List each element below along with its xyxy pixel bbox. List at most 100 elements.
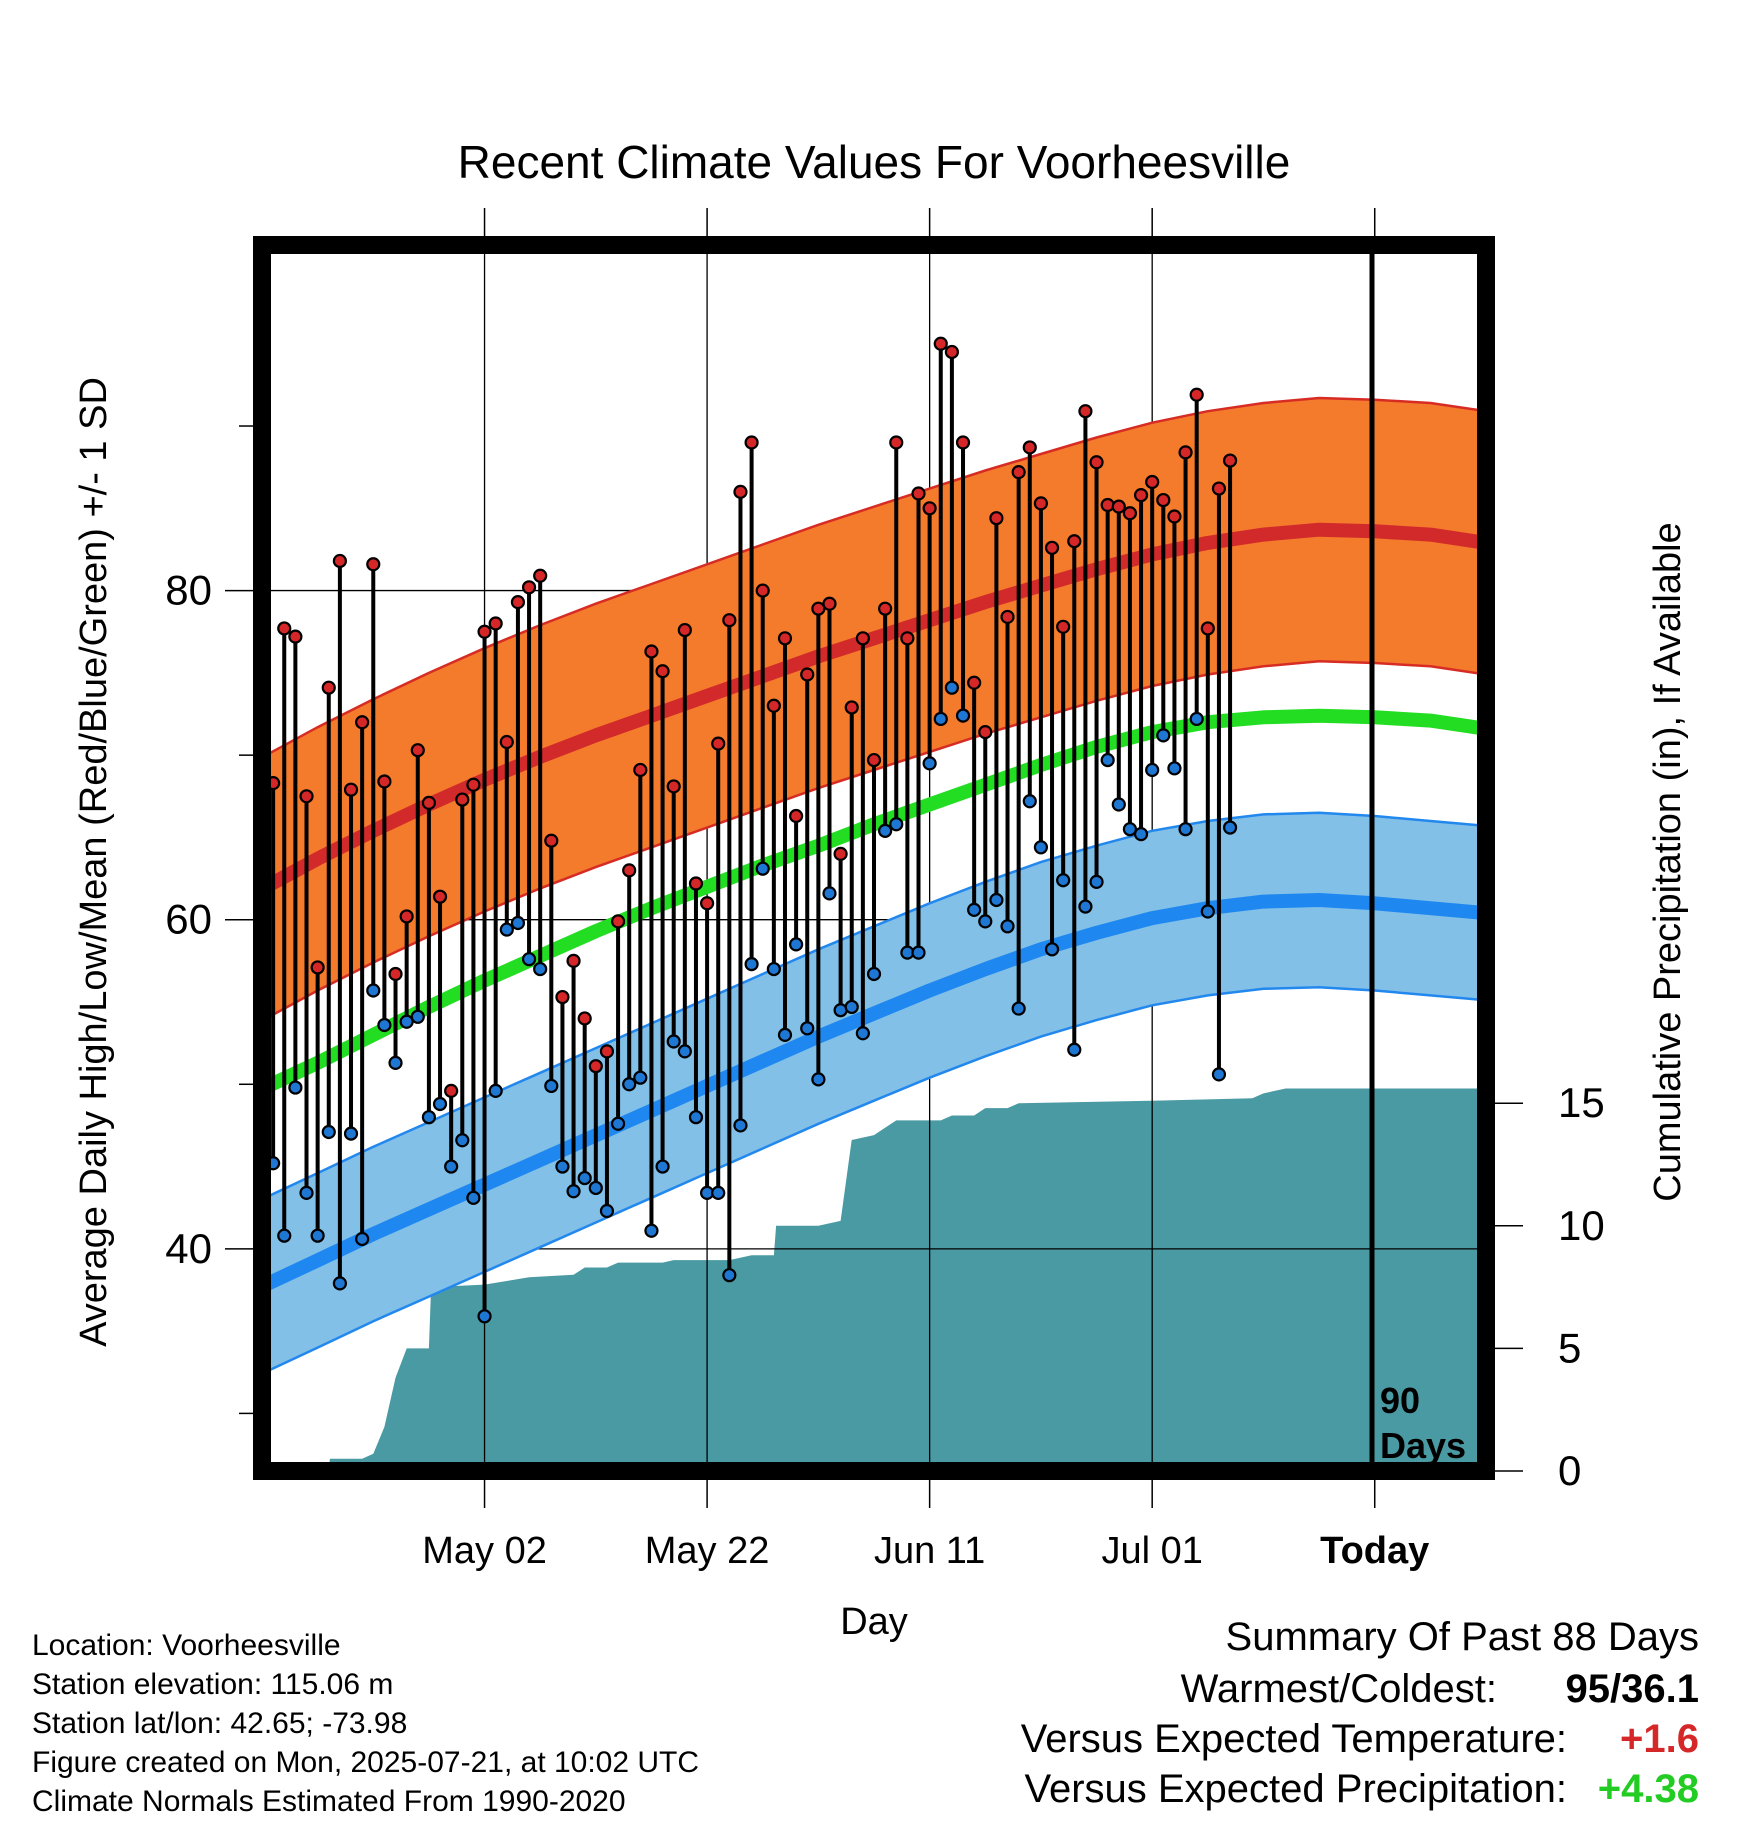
daily-high-point (588, 1059, 603, 1074)
daily-high-point (1145, 474, 1160, 490)
daily-high-point (699, 896, 715, 911)
daily-high-point (499, 734, 514, 750)
daily-low-point (510, 915, 526, 931)
plot-frame (253, 236, 1495, 1480)
daily-low-point (766, 961, 781, 977)
daily-low-point (1178, 822, 1193, 837)
daily-high-point (777, 631, 793, 646)
daily-high-point (822, 596, 837, 611)
summary-precip-label: Versus Expected Precipitation: (1024, 1767, 1567, 1811)
daily-high-point (521, 580, 537, 595)
daily-high-point (833, 846, 848, 861)
daily-high-point (1111, 499, 1126, 514)
daily-high-point (666, 779, 681, 794)
daily-high-point (1011, 464, 1026, 480)
daily-low-point (566, 1184, 581, 1199)
daily-high-point (1189, 387, 1204, 402)
daily-low-point (299, 1185, 314, 1200)
daily-high-point (577, 1011, 592, 1026)
plot-area: 90 Days (262, 245, 1486, 1471)
daily-low-point (622, 1077, 637, 1092)
x-tick-label: May 22 (645, 1530, 770, 1572)
daily-high-point (599, 1044, 615, 1059)
summary-temp-label: Versus Expected Temperature: (1021, 1717, 1567, 1761)
summary-heading: Summary Of Past 88 Days (1226, 1615, 1699, 1659)
daily-high-point (1200, 621, 1215, 636)
daily-low-point (1189, 711, 1204, 727)
daily-low-point (711, 1185, 726, 1200)
daily-low-point (811, 1072, 826, 1087)
daily-high-point (1178, 445, 1193, 460)
daily-low-point (755, 861, 770, 876)
daily-low-point (789, 937, 804, 952)
daily-low-point (1133, 827, 1149, 842)
daily-high-point (421, 795, 437, 810)
daily-low-point (1044, 942, 1060, 957)
daily-low-point (666, 1034, 681, 1049)
y2-tick-label: 0 (1558, 1447, 1581, 1494)
daily-low-point (1078, 899, 1093, 914)
daily-low-point (343, 1126, 359, 1141)
daily-low-point (310, 1228, 325, 1243)
daily-low-point (1033, 840, 1049, 855)
daily-low-point (488, 1083, 503, 1098)
footer-elevation: Station elevation: 115.06 m (32, 1668, 393, 1701)
daily-high-point (399, 909, 414, 924)
y2-tick-label: 15 (1558, 1079, 1605, 1126)
precipitation-area (262, 1088, 1486, 1471)
daily-high-point (866, 752, 882, 768)
daily-high-point (355, 715, 370, 730)
daily-low-point (355, 1231, 370, 1247)
footer-normals: Climate Normals Estimated From 1990-2020 (32, 1785, 626, 1818)
daily-high-point (310, 960, 325, 975)
daily-high-point (410, 743, 425, 758)
daily-low-point (399, 1014, 414, 1029)
daily-low-point (321, 1124, 336, 1140)
high-upper-edge (262, 396, 1486, 759)
daily-high-point (677, 622, 692, 638)
daily-high-point (533, 568, 548, 583)
today-marker-label-2: Days (1380, 1425, 1466, 1466)
daily-low-point (1167, 761, 1182, 776)
x-tick-label: Jul 01 (1101, 1530, 1202, 1572)
daily-high-point (1056, 619, 1071, 634)
daily-low-point (277, 1228, 292, 1243)
daily-high-point (844, 700, 859, 715)
daily-low-point (989, 892, 1004, 908)
daily-low-point (1222, 820, 1238, 835)
daily-high-point (989, 511, 1004, 526)
daily-high-point (889, 435, 904, 450)
daily-high-point (455, 792, 470, 807)
daily-low-point (978, 914, 993, 929)
summary-temp-value: +1.6 (1620, 1717, 1699, 1761)
daily-high-point (544, 833, 559, 848)
summary-warm-value: 95/36.1 (1566, 1667, 1699, 1711)
daily-low-point (844, 999, 859, 1015)
daily-high-point (933, 336, 948, 351)
daily-high-point (466, 777, 481, 792)
x-tick-label: Today (1320, 1530, 1429, 1572)
daily-low-point (733, 1118, 748, 1133)
daily-low-point (655, 1159, 670, 1174)
daily-low-point (410, 1009, 425, 1024)
high-normal-line (262, 522, 1486, 897)
daily-high-point (488, 616, 503, 631)
daily-low-point (599, 1203, 615, 1219)
daily-high-point (1033, 496, 1049, 511)
y2-tick-label: 10 (1558, 1202, 1605, 1249)
daily-low-point (1111, 797, 1126, 812)
daily-low-point (1145, 762, 1160, 778)
daily-low-point (1011, 1001, 1026, 1016)
daily-high-point (1000, 609, 1015, 625)
station-info: Location: Voorheesville Station elevatio… (32, 1629, 699, 1818)
footer-location: Location: Voorheesville (32, 1629, 341, 1662)
precipitation-area-fill (262, 1088, 1486, 1471)
daily-high-point (510, 595, 526, 610)
daily-high-point (1044, 540, 1060, 555)
daily-high-point (711, 736, 726, 751)
daily-low-point (555, 1159, 570, 1174)
daily-high-point (1133, 488, 1149, 503)
daily-high-point (789, 808, 804, 824)
daily-high-point (633, 762, 648, 778)
daily-low-point (1211, 1067, 1227, 1082)
